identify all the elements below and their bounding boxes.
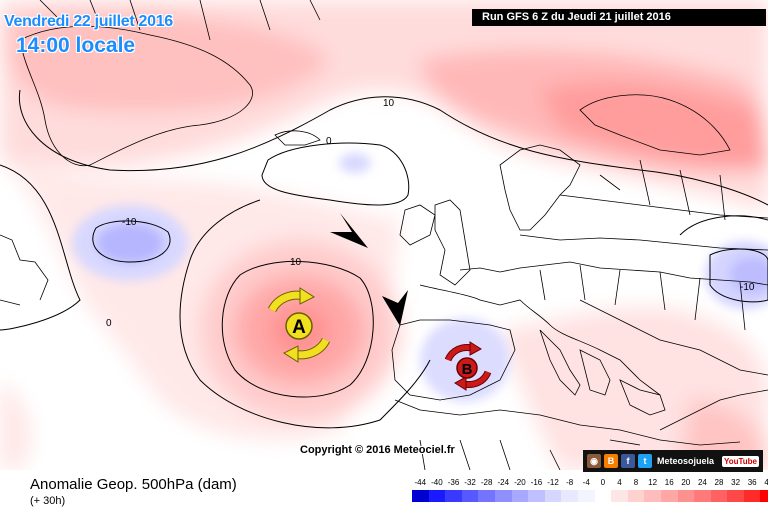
blogger-icon[interactable]: B — [604, 454, 618, 468]
scale-tick-label: 0 — [600, 478, 606, 487]
scale-swatch — [461, 490, 479, 502]
scale-swatch — [511, 490, 529, 502]
scale-tick-label: 36 — [747, 478, 757, 487]
scale-swatch — [594, 490, 612, 502]
model-run-label: Run GFS 6 Z du Jeudi 21 juillet 2016 — [472, 9, 766, 26]
scale-tick-label: 20 — [681, 478, 691, 487]
scale-swatch — [760, 490, 768, 502]
scale-swatch — [412, 490, 429, 502]
forecast-offset: (+ 30h) — [30, 495, 66, 507]
arrow-south-icon — [382, 290, 408, 326]
scale-swatch — [743, 490, 761, 502]
scale-tick-label: 8 — [633, 478, 639, 487]
arrow-north-icon — [330, 213, 368, 248]
instagram-icon[interactable]: ◉ — [587, 454, 601, 468]
scale-swatch — [428, 490, 446, 502]
scale-tick-label: 4 — [617, 478, 622, 487]
scale-tick-label: 28 — [714, 478, 724, 487]
low-label: B — [462, 361, 473, 378]
twitter-icon[interactable]: t — [638, 454, 652, 468]
contour-label: 10 — [290, 257, 302, 268]
scale-tick-label: -32 — [464, 478, 476, 487]
scale-swatch — [561, 490, 578, 502]
scale-swatch — [445, 490, 462, 502]
scale-tick-label: -44 — [414, 478, 427, 487]
scale-tick-label: 12 — [648, 478, 658, 487]
contour-label: 10 — [383, 98, 395, 109]
scale-tick-label: -36 — [447, 478, 460, 487]
contour-label: -10 — [740, 282, 755, 293]
scale-swatch — [611, 490, 628, 502]
high-label: A — [292, 317, 306, 338]
color-scale: -44 -40 -36 -32 -28 -24 -20 -16 -12 -8 -4 0 4 8 12 16 20… — [412, 478, 768, 502]
high-pressure-marker: A — [267, 287, 331, 363]
contour-label: 0 — [326, 136, 332, 147]
contour-label: -10 — [122, 217, 137, 228]
scale-tick-label: 32 — [731, 478, 741, 487]
scale-swatch — [544, 490, 562, 502]
anomaly-map: A B 10 0 -10 10 0 -10 — [0, 0, 768, 470]
forecast-date: Vendredi 22 juillet 2016 — [4, 13, 173, 30]
scale-swatch — [694, 490, 711, 502]
scale-tick-label: -16 — [530, 478, 543, 487]
scale-tick-label: -4 — [582, 478, 590, 487]
scale-swatch — [494, 490, 512, 502]
scale-tick-label: 24 — [697, 478, 707, 487]
scale-swatch — [710, 490, 728, 502]
coastlines — [0, 0, 768, 470]
scale-tick-label: -12 — [547, 478, 559, 487]
scale-tick-label: -8 — [566, 478, 574, 487]
scale-tick-label: -28 — [480, 478, 493, 487]
contour-label: 0 — [106, 318, 112, 329]
scale-swatch — [478, 490, 495, 502]
scale-swatch — [577, 490, 595, 502]
scale-bar — [412, 490, 768, 502]
scale-swatch — [677, 490, 695, 502]
scale-tick-label: 40 — [764, 478, 768, 487]
scale-labels: -44 -40 -36 -32 -28 -24 -20 -16 -12 -8 -4 0 4 8 12 16 20… — [412, 478, 768, 487]
forecast-time: 14:00 locale — [16, 34, 136, 57]
facebook-icon[interactable]: f — [621, 454, 635, 468]
wind-arrows — [330, 213, 408, 326]
scale-tick-label: -24 — [497, 478, 510, 487]
social-name[interactable]: Meteosojuela — [657, 456, 715, 466]
low-pressure-marker: B — [444, 341, 492, 391]
social-bar: ◉ B f t Meteosojuela YouTube — [583, 450, 763, 472]
map-title: Anomalie Geop. 500hPa (dam) — [30, 476, 237, 493]
scale-swatch — [528, 490, 545, 502]
scale-swatch — [727, 490, 744, 502]
scale-tick-label: -40 — [431, 478, 443, 487]
copyright-text: Copyright © 2016 Meteociel.fr — [300, 444, 455, 456]
scale-swatch — [627, 490, 645, 502]
scale-tick-label: -20 — [514, 478, 526, 487]
scale-swatch — [660, 490, 678, 502]
scale-swatch — [644, 490, 661, 502]
youtube-icon[interactable]: YouTube — [721, 455, 759, 467]
scale-tick-label: 16 — [664, 478, 674, 487]
